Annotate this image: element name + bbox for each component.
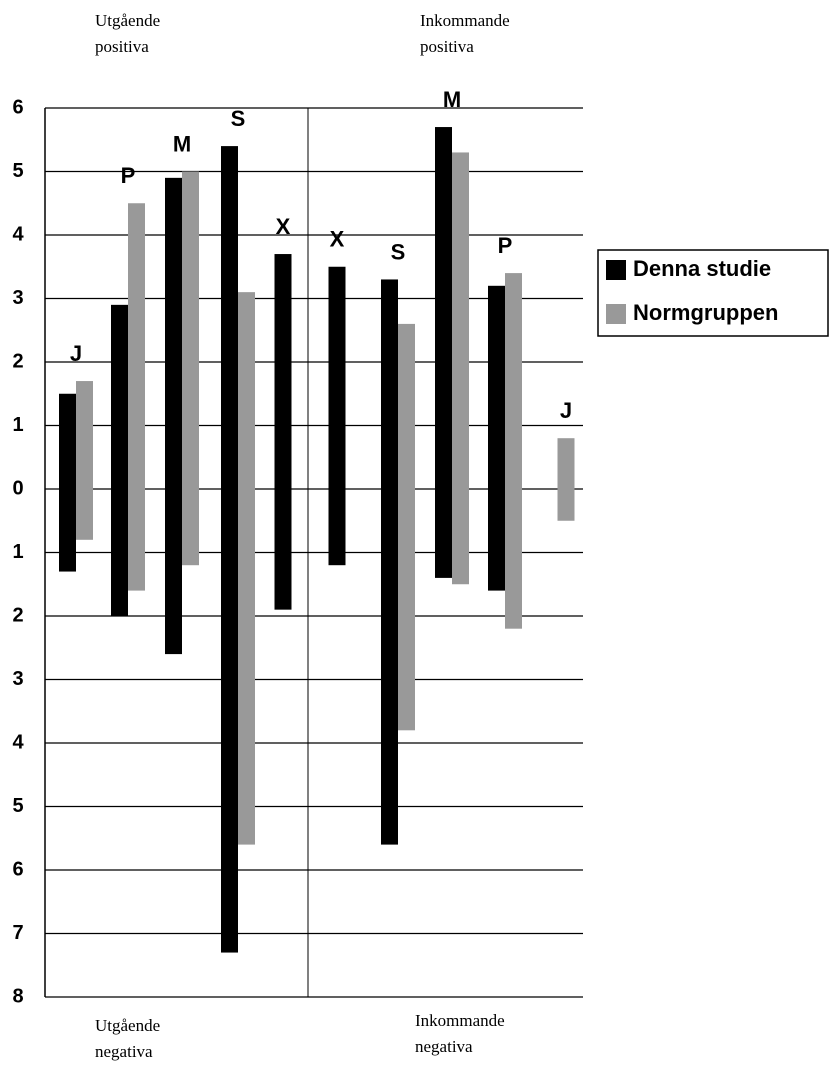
bar: [435, 127, 452, 578]
y-tick-label: 8: [12, 985, 23, 1007]
legend-label: Normgruppen: [633, 300, 778, 325]
category-label: X: [330, 227, 345, 252]
annotation: negativa: [415, 1037, 473, 1056]
category-label: X: [276, 214, 291, 239]
y-tick-label: 1: [12, 541, 23, 563]
y-tick-label: 2: [12, 604, 23, 626]
category-label: S: [391, 239, 406, 264]
category-label: M: [173, 131, 191, 156]
bar: [182, 171, 199, 566]
y-tick-label: 5: [12, 795, 23, 817]
bar: [59, 393, 76, 572]
bar: [274, 254, 292, 610]
y-tick-label: 3: [12, 668, 23, 690]
annotation: positiva: [420, 37, 474, 56]
bar: [238, 292, 255, 845]
legend-box: [597, 249, 829, 337]
category-label: P: [498, 233, 513, 258]
bar: [557, 438, 575, 521]
category-label: M: [443, 87, 461, 112]
annotation: Utgående: [95, 11, 160, 30]
legend-swatch: [606, 260, 626, 280]
y-tick-label: 7: [12, 922, 23, 944]
bar: [111, 304, 128, 616]
category-label: J: [560, 398, 572, 423]
y-tick-label: 4: [12, 223, 24, 245]
bar: [398, 323, 415, 731]
annotation: Inkommande: [420, 11, 510, 30]
bar: [128, 203, 145, 591]
y-tick-label: 2: [12, 350, 23, 372]
y-tick-label: 6: [12, 858, 23, 880]
y-tick-label: 6: [12, 96, 23, 118]
y-tick-label: 4: [12, 731, 24, 753]
y-tick-label: 1: [12, 414, 23, 436]
bar: [221, 146, 238, 953]
y-tick-label: 3: [12, 287, 23, 309]
category-label: J: [70, 341, 82, 366]
category-label: P: [121, 163, 136, 188]
category-label: S: [231, 106, 246, 131]
bar: [328, 266, 346, 566]
bar: [76, 381, 93, 540]
annotation: Inkommande: [415, 1011, 505, 1030]
annotation: positiva: [95, 37, 149, 56]
bar: [381, 279, 398, 845]
bar: [452, 152, 469, 585]
annotation: Utgående: [95, 1016, 160, 1035]
bar: [488, 285, 505, 591]
bar: [165, 177, 182, 655]
legend-swatch: [606, 304, 626, 324]
legend-label: Denna studie: [633, 256, 771, 281]
y-tick-label: 0: [12, 477, 23, 499]
bar: [505, 273, 522, 629]
y-tick-label: 5: [12, 160, 23, 182]
annotation: negativa: [95, 1042, 153, 1061]
